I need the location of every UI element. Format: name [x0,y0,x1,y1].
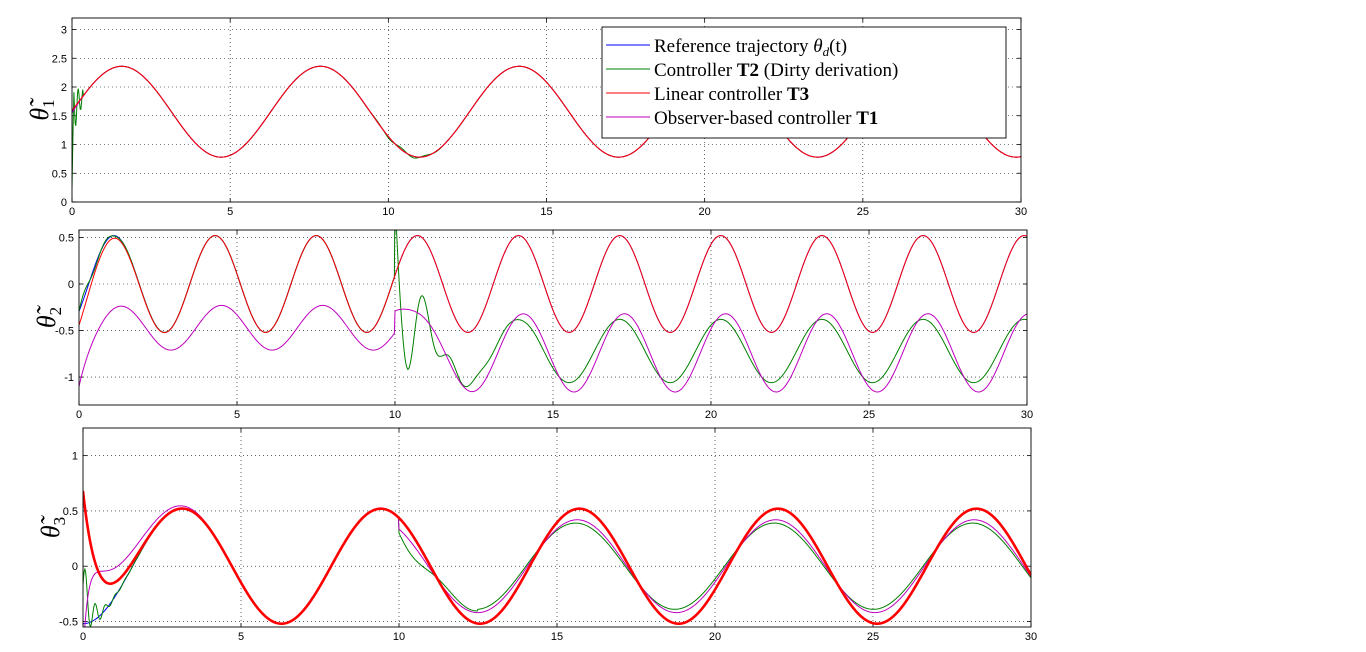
x-tick-label: 5 [234,409,240,421]
legend-entry: Linear controller T3 [654,84,809,105]
plot-area [79,230,1027,405]
x-tick-label: 5 [238,631,244,643]
y-tick-label: -1 [64,372,74,384]
y-axis-label: θ̃1 [25,97,58,121]
legend-entry: Reference trajectory θd(t) [654,36,847,59]
x-tick-label: 15 [551,631,563,643]
legend-box [601,26,1007,139]
x-tick-label: 15 [547,409,559,421]
y-axis-label: θ̃3 [36,514,69,538]
series-line-3 [79,235,1027,334]
y-tick-label: 1.5 [52,111,67,123]
x-tick-label: 5 [227,206,233,218]
y-tick-label: 0.5 [59,232,74,244]
y-tick-label: 0 [61,197,67,209]
x-tick-label: 25 [857,206,869,218]
x-tick-label: 20 [705,409,717,421]
panel-2: 0 5 10 15 20 25 30 -1 -0.5 0 0.5 θ̃2 [32,229,1033,421]
y-tick-label: 0.5 [52,168,67,180]
x-tick-label: 0 [69,206,75,218]
x-tick-label: 30 [1021,409,1033,421]
x-tick-label: 0 [80,631,86,643]
legend-entry: Controller T2 (Dirty derivation) [654,60,898,81]
legend: Reference trajectory θd(t)Controller T2 … [601,26,1007,139]
x-tick-label: 30 [1025,631,1037,643]
y-tick-label: 1 [72,451,78,463]
y-tick-label: -0.5 [55,326,74,338]
plot-area [83,428,1031,627]
x-tick-label: 20 [709,631,721,643]
y-tick-label: 1 [61,140,67,152]
y-tick-label: 2 [61,82,67,94]
x-tick-label: 30 [1015,206,1027,218]
x-tick-label: 10 [393,631,405,643]
axes-frame [78,229,1028,406]
axes-frame [71,17,1022,203]
y-tick-label: 3 [61,25,67,37]
y-tick-label: 0 [72,561,78,573]
x-tick-label: 15 [540,206,552,218]
axes-frame [82,427,1032,628]
legend-entry: Observer-based controller T1 [654,108,878,129]
x-tick-label: 20 [699,206,711,218]
y-tick-label: 0.5 [63,506,78,518]
y-tick-label: 0 [68,279,74,291]
x-tick-label: 10 [389,409,401,421]
series-line-3 [83,490,1031,625]
x-tick-label: 25 [867,631,879,643]
y-tick-label: -0.5 [59,616,78,628]
y-axis-label: θ̃2 [32,304,65,328]
x-tick-label: 25 [863,409,875,421]
x-tick-label: 10 [382,206,394,218]
panel-3: 0 5 10 15 20 25 30-0.500.51θ̃3 [36,427,1037,643]
x-tick-label: 0 [76,409,82,421]
y-tick-label: 2.5 [52,53,67,65]
series-line-4 [79,304,1027,393]
panel-1: 0 5 10 15 20 25 30 0 0.5 1 1.5 2 2.5 3 θ̃1 Reference tr… [25,17,1027,218]
